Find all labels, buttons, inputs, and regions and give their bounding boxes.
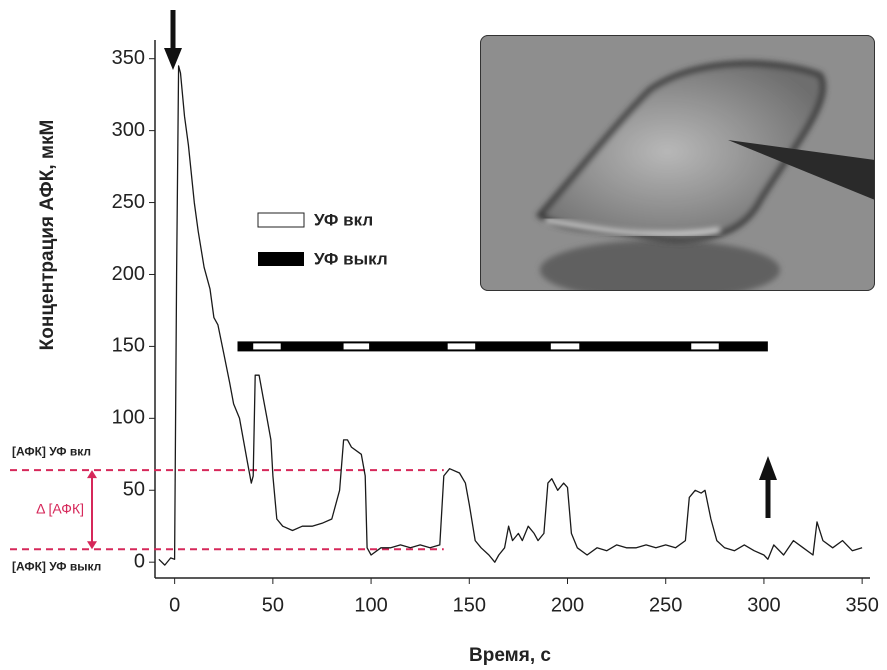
x-axis-title: Время, с <box>469 645 551 666</box>
y-tick-label: 0 <box>134 550 145 572</box>
uv-on-segment <box>447 343 476 350</box>
uv-on-segment <box>550 343 580 350</box>
delta-arrow-head <box>87 470 97 550</box>
legend-off-label: УФ выкл <box>314 249 388 268</box>
microscopy-inset <box>480 35 875 291</box>
uv-on-segment <box>343 343 370 350</box>
y-tick-label: 100 <box>112 407 145 429</box>
arrow-head <box>759 456 777 480</box>
uv-on-segment <box>253 343 281 350</box>
x-tick-label: 100 <box>354 594 387 616</box>
y-tick-label: 350 <box>112 47 145 69</box>
uv-off-bar <box>237 341 768 352</box>
uv-on-segment <box>691 343 719 350</box>
data-line <box>158 65 863 566</box>
x-tick-label: 200 <box>551 594 584 616</box>
reference-label: [АФК] УФ выкл <box>12 559 101 573</box>
x-tick-label: 300 <box>747 594 780 616</box>
y-tick-label: 300 <box>112 119 145 141</box>
arrow-head <box>164 48 182 70</box>
x-tick-label: 150 <box>453 594 486 616</box>
y-tick-label: 50 <box>123 479 145 501</box>
x-tick-label: 0 <box>169 594 180 616</box>
y-tick-label: 200 <box>112 263 145 285</box>
x-tick-label: 50 <box>262 594 284 616</box>
x-tick-label: 350 <box>845 594 878 616</box>
y-tick-label: 150 <box>112 335 145 357</box>
x-tick-label: 250 <box>649 594 682 616</box>
legend-off-swatch <box>258 252 304 266</box>
delta-label: Δ [АФК] <box>36 500 84 516</box>
legend-on-label: УФ вкл <box>314 210 373 229</box>
legend-on-swatch <box>257 212 305 228</box>
y-tick-label: 250 <box>112 191 145 213</box>
reference-label: [АФК] УФ вкл <box>12 444 91 458</box>
y-axis-title: Концентрация АФК, мкМ <box>37 120 58 351</box>
